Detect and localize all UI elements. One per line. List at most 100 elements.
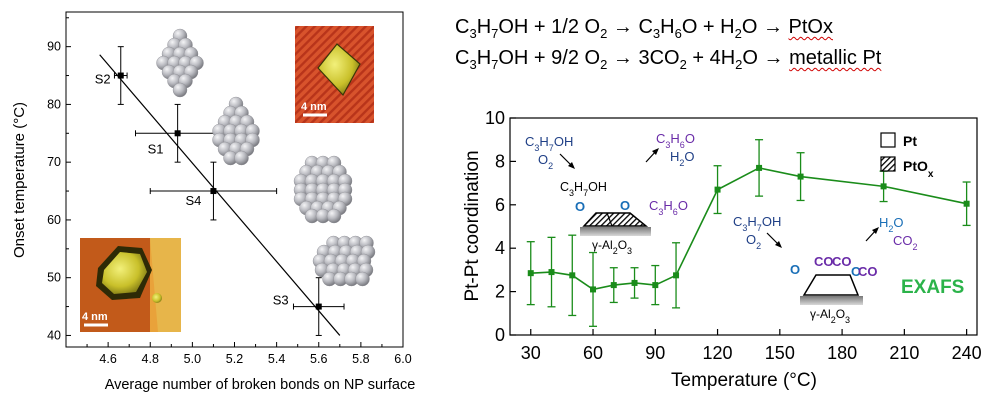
scale-label-top: 4 nm: [301, 101, 327, 113]
subscript: 3: [469, 57, 477, 72]
x-tick-label: 60: [583, 343, 603, 363]
data-point: [963, 200, 970, 207]
formula-part: 3: [658, 207, 663, 217]
data-point: [548, 269, 555, 276]
formula-part: H: [539, 134, 548, 149]
formula-part: O: [620, 198, 630, 213]
x-tick-label: 5.2: [226, 352, 243, 366]
equation-1: C3H7OH + 1/2 O2 → C3H6O + H2O → PtOx: [455, 16, 833, 41]
x-tick-label: 30: [521, 343, 541, 363]
x-tick-label: 180: [827, 343, 857, 363]
formula-part: O: [618, 238, 627, 252]
formula-part: 2: [756, 241, 761, 251]
equation-2: C3H7OH + 9/2 O2 → 3CO2 + 4H2O → metallic…: [455, 47, 882, 72]
y-tick-label: 6: [495, 195, 505, 215]
product-water-right: H2O: [879, 215, 904, 234]
x-tick-label: 120: [703, 343, 733, 363]
subscript: 2: [679, 57, 687, 72]
alumina-support-left: [580, 227, 651, 236]
formula-part: O: [893, 215, 903, 230]
formula-part: C: [733, 214, 742, 229]
formula-part: 3: [569, 188, 574, 198]
onset-temperature-chart: 4.6 4.8 5.0 5.2 5.4 5.6 5.8 6.0 40 50 60 70 80 90 S2 S…: [11, 11, 416, 393]
formula-part: H: [772, 214, 781, 229]
formula-part: O: [836, 307, 845, 321]
data-point: [756, 164, 763, 171]
formula-part: O: [790, 262, 800, 277]
x-tick-label: 5.0: [184, 352, 201, 366]
y-tick-label: 50: [47, 271, 61, 285]
formula-part: γ: [592, 238, 598, 252]
formula-part: H: [574, 180, 583, 194]
formula-part: C: [893, 233, 902, 248]
equation-text: OH + 1/2 O: [498, 16, 601, 38]
data-point: [797, 173, 804, 180]
x-tick-label: 90: [645, 343, 665, 363]
x-tick-label: 5.8: [352, 352, 369, 366]
technique-label: EXAFS: [901, 277, 964, 298]
fit-line: [99, 54, 341, 336]
point-label-s3: S3: [273, 293, 289, 308]
formula-part: 3: [742, 223, 747, 233]
formula-part: 6: [680, 140, 685, 150]
formula-part: O: [762, 214, 772, 229]
formula-part: A: [820, 307, 828, 321]
nanoparticle-cluster-octahedron: [156, 28, 204, 98]
formula-part: O: [575, 199, 585, 214]
surface-oxygen-r2: O: [851, 264, 861, 279]
surface-co-3: CO: [858, 264, 878, 279]
left-x-axis-label: Average number of broken bonds on NP sur…: [105, 377, 416, 393]
data-point: [714, 186, 721, 193]
nanoparticle-cluster-pyramid: [212, 96, 260, 166]
legend-swatch-pt: [880, 132, 896, 148]
formula-part: H: [598, 180, 607, 194]
formula-part: 2: [913, 242, 918, 252]
equation-text: → C: [607, 16, 653, 38]
formula-part: C: [656, 131, 665, 146]
data-point: [610, 282, 617, 289]
equation-text: → 3CO: [607, 47, 680, 69]
subscript: 2: [734, 26, 742, 41]
formula-part: 2: [613, 246, 618, 256]
alumina-label-right: γ-Al2O3: [810, 307, 850, 325]
data-point: [652, 282, 659, 289]
formula-part: C: [832, 254, 842, 269]
alumina-label-left: γ-Al2O3: [592, 238, 632, 256]
formula-part: O: [538, 152, 548, 167]
formula-part: H: [670, 149, 679, 164]
surface-oxygen-r1: O: [790, 262, 800, 277]
right-y-axis-label: Pt-Pt coordination: [462, 150, 483, 301]
formula-part: 2: [548, 161, 553, 171]
formula-part: C: [858, 264, 868, 279]
formula-part: C: [814, 254, 824, 269]
y-tick-label: 60: [47, 213, 61, 227]
formula-part: H: [747, 214, 756, 229]
formula-part: O: [902, 233, 912, 248]
equation-text: H: [476, 47, 492, 69]
formula-part: O: [678, 198, 688, 213]
formula-part: O: [867, 264, 877, 279]
data-point: [880, 183, 887, 190]
x-tick-label: 240: [952, 343, 982, 363]
formula-part: O: [851, 264, 861, 279]
data-point-s1: [174, 130, 181, 137]
formula-part: A: [602, 238, 610, 252]
formula-part: O: [841, 254, 851, 269]
equation-text: + 4H: [686, 47, 736, 69]
subscript: 6: [674, 26, 682, 41]
point-label-s1: S1: [148, 141, 164, 156]
formula-part: C: [525, 134, 534, 149]
subscript: 3: [469, 26, 477, 41]
x-tick-label: 150: [765, 343, 795, 363]
formula-part: 2: [888, 224, 893, 234]
formula-part: C: [560, 180, 569, 194]
ptox-particle-icon: [582, 212, 649, 227]
data-point: [631, 279, 638, 286]
equation-text: C: [455, 16, 470, 38]
y-tick-label: 2: [495, 282, 505, 302]
formula-part: O: [554, 134, 564, 149]
surface-co-1: CO: [814, 254, 834, 269]
data-point: [673, 272, 680, 279]
